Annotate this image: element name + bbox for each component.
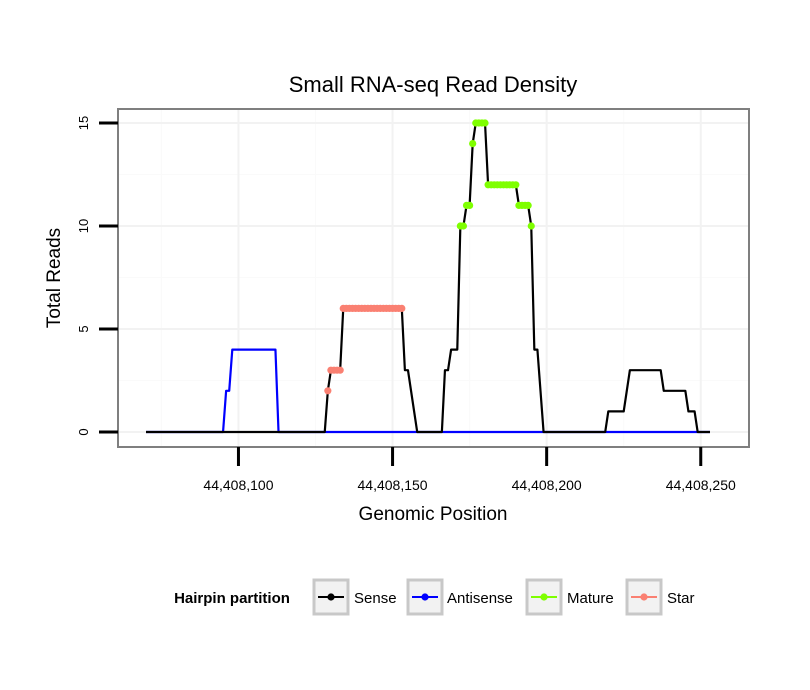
legend-label: Antisense xyxy=(447,590,513,607)
y-tick-label: 15 xyxy=(76,116,91,130)
y-axis-label: Total Reads xyxy=(44,228,65,328)
legend: Hairpin partition Sense Antisense Mature St… xyxy=(174,578,695,616)
series-line-antisense xyxy=(146,348,710,434)
point-star xyxy=(398,304,406,312)
series-markers xyxy=(324,119,535,395)
legend-label: Mature xyxy=(567,590,614,607)
point-mature xyxy=(466,201,474,209)
y-tick-label: 0 xyxy=(76,428,91,435)
legend-item-antisense: Antisense xyxy=(406,578,513,616)
x-tick-label: 44,408,200 xyxy=(512,477,582,493)
point-mature xyxy=(459,222,468,230)
y-tick-label: 5 xyxy=(76,325,91,332)
point-mature xyxy=(481,119,489,127)
x-tick-label: 44,408,100 xyxy=(203,477,273,493)
point-star xyxy=(324,387,332,395)
legend-item-star: Star xyxy=(625,578,695,616)
point-mature xyxy=(469,140,477,148)
legend-key-point xyxy=(540,593,548,601)
legend-label: Star xyxy=(667,590,695,607)
legend-key-point xyxy=(640,593,648,601)
point-mature xyxy=(512,181,520,189)
point-mature xyxy=(524,201,532,209)
point-mature xyxy=(527,222,535,230)
legend-item-mature: Mature xyxy=(525,578,614,616)
x-tick-label: 44,408,250 xyxy=(666,477,736,493)
x-tick-label: 44,408,150 xyxy=(358,477,428,493)
legend-title: Hairpin partition xyxy=(174,590,290,607)
legend-key-point xyxy=(421,593,429,601)
plot-panel-border xyxy=(117,108,750,448)
chart-title: Small RNA-seq Read Density xyxy=(289,72,578,97)
y-tick-label: 10 xyxy=(76,219,91,233)
axes: 0 5 10 15 44,408,100 44,408,150 44,408,200 44,4… xyxy=(76,116,736,493)
legend-item-sense: Sense xyxy=(312,578,397,616)
x-axis-label: Genomic Position xyxy=(359,504,508,525)
legend-label: Sense xyxy=(354,590,397,607)
point-star xyxy=(336,366,344,374)
legend-key-point xyxy=(327,593,335,601)
